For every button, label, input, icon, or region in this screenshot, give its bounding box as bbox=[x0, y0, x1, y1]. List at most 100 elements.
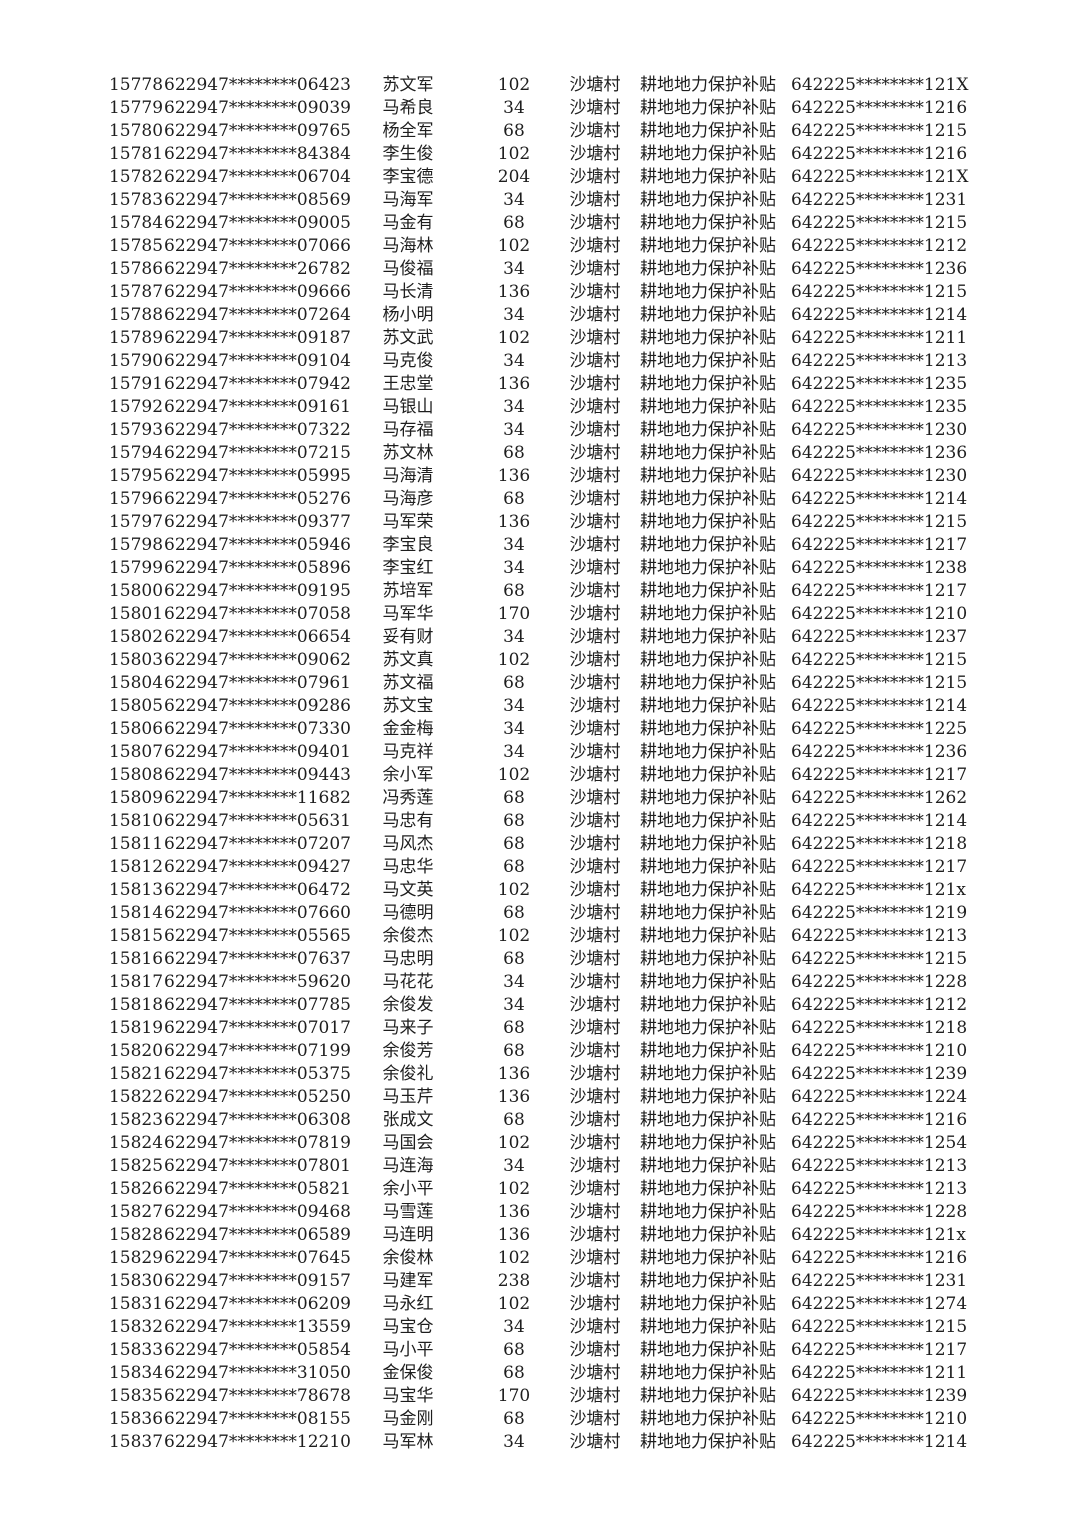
table-row: 15782 622947********06704 李宝德 204 沙塘村 耕地… bbox=[0, 166, 1074, 189]
village-cell: 沙塘村 bbox=[569, 397, 621, 417]
id-cell: 622947********09443 bbox=[164, 765, 351, 785]
amount-cell: 34 bbox=[503, 1156, 525, 1176]
village-cell: 沙塘村 bbox=[569, 1363, 621, 1383]
name-cell: 马宝仓 bbox=[382, 1317, 434, 1337]
village-cell: 沙塘村 bbox=[569, 949, 621, 969]
id-cell: 622947********05896 bbox=[164, 558, 351, 578]
table-row: 15826 622947********05821 余小平 102 沙塘村 耕地… bbox=[0, 1178, 1074, 1201]
name-cell: 余俊芳 bbox=[382, 1041, 434, 1061]
seq-cell: 15786 bbox=[108, 259, 164, 279]
seq-cell: 15785 bbox=[108, 236, 164, 256]
amount-cell: 136 bbox=[497, 512, 531, 532]
subsidy-cell: 耕地地力保护补贴 bbox=[640, 466, 776, 486]
amount-cell: 34 bbox=[503, 719, 525, 739]
seq-cell: 15828 bbox=[108, 1225, 164, 1245]
amount-cell: 68 bbox=[503, 1409, 525, 1429]
subsidy-table: 15778 622947********06423 苏文军 102 沙塘村 耕地… bbox=[0, 74, 1074, 1454]
village-cell: 沙塘村 bbox=[569, 420, 621, 440]
name-cell: 马永红 bbox=[382, 1294, 434, 1314]
amount-cell: 170 bbox=[497, 1386, 531, 1406]
seq-cell: 15826 bbox=[108, 1179, 164, 1199]
subsidy-cell: 耕地地力保护补贴 bbox=[640, 696, 776, 716]
village-cell: 沙塘村 bbox=[569, 1202, 621, 1222]
village-cell: 沙塘村 bbox=[569, 1271, 621, 1291]
name-cell: 马军林 bbox=[382, 1432, 434, 1452]
name-cell: 马金有 bbox=[382, 213, 434, 233]
name-cell: 马来子 bbox=[382, 1018, 434, 1038]
amount-cell: 68 bbox=[503, 1110, 525, 1130]
id-cell: 622947********05565 bbox=[164, 926, 351, 946]
subsidy-cell: 耕地地力保护补贴 bbox=[640, 1087, 776, 1107]
seq-cell: 15822 bbox=[108, 1087, 164, 1107]
village-cell: 沙塘村 bbox=[569, 926, 621, 946]
id-cell: 622947********07801 bbox=[164, 1156, 351, 1176]
village-cell: 沙塘村 bbox=[569, 535, 621, 555]
account-cell: 642225********1217 bbox=[791, 857, 968, 877]
subsidy-cell: 耕地地力保护补贴 bbox=[640, 604, 776, 624]
seq-cell: 15796 bbox=[108, 489, 164, 509]
table-row: 15783 622947********08569 马海军 34 沙塘村 耕地地… bbox=[0, 189, 1074, 212]
table-row: 15797 622947********09377 马军荣 136 沙塘村 耕地… bbox=[0, 511, 1074, 534]
name-cell: 马连海 bbox=[382, 1156, 434, 1176]
subsidy-cell: 耕地地力保护补贴 bbox=[640, 1432, 776, 1452]
subsidy-cell: 耕地地力保护补贴 bbox=[640, 305, 776, 325]
amount-cell: 34 bbox=[503, 558, 525, 578]
village-cell: 沙塘村 bbox=[569, 972, 621, 992]
id-cell: 622947********05631 bbox=[164, 811, 351, 831]
account-cell: 642225********1235 bbox=[791, 374, 968, 394]
account-cell: 642225********1225 bbox=[791, 719, 968, 739]
id-cell: 622947********09286 bbox=[164, 696, 351, 716]
table-row: 15802 622947********06654 妥有财 34 沙塘村 耕地地… bbox=[0, 626, 1074, 649]
table-row: 15827 622947********09468 马雪莲 136 沙塘村 耕地… bbox=[0, 1201, 1074, 1224]
table-row: 15778 622947********06423 苏文军 102 沙塘村 耕地… bbox=[0, 74, 1074, 97]
village-cell: 沙塘村 bbox=[569, 259, 621, 279]
table-row: 15785 622947********07066 马海林 102 沙塘村 耕地… bbox=[0, 235, 1074, 258]
subsidy-cell: 耕地地力保护补贴 bbox=[640, 742, 776, 762]
table-row: 15796 622947********05276 马海彦 68 沙塘村 耕地地… bbox=[0, 488, 1074, 511]
subsidy-cell: 耕地地力保护补贴 bbox=[640, 190, 776, 210]
subsidy-cell: 耕地地力保护补贴 bbox=[640, 328, 776, 348]
village-cell: 沙塘村 bbox=[569, 834, 621, 854]
subsidy-cell: 耕地地力保护补贴 bbox=[640, 1133, 776, 1153]
village-cell: 沙塘村 bbox=[569, 1110, 621, 1130]
amount-cell: 34 bbox=[503, 351, 525, 371]
table-row: 15833 622947********05854 马小平 68 沙塘村 耕地地… bbox=[0, 1339, 1074, 1362]
amount-cell: 34 bbox=[503, 995, 525, 1015]
table-row: 15799 622947********05896 李宝红 34 沙塘村 耕地地… bbox=[0, 557, 1074, 580]
account-cell: 642225********1214 bbox=[791, 305, 968, 325]
subsidy-cell: 耕地地力保护补贴 bbox=[640, 788, 776, 808]
account-cell: 642225********1217 bbox=[791, 765, 968, 785]
amount-cell: 136 bbox=[497, 374, 531, 394]
id-cell: 622947********07264 bbox=[164, 305, 351, 325]
name-cell: 杨小明 bbox=[382, 305, 434, 325]
table-row: 15809 622947********11682 冯秀莲 68 沙塘村 耕地地… bbox=[0, 787, 1074, 810]
seq-cell: 15830 bbox=[108, 1271, 164, 1291]
account-cell: 642225********121x bbox=[791, 880, 966, 900]
amount-cell: 68 bbox=[503, 443, 525, 463]
name-cell: 李宝红 bbox=[382, 558, 434, 578]
name-cell: 杨全军 bbox=[382, 121, 434, 141]
account-cell: 642225********1217 bbox=[791, 535, 968, 555]
seq-cell: 15829 bbox=[108, 1248, 164, 1268]
village-cell: 沙塘村 bbox=[569, 719, 621, 739]
table-row: 15835 622947********78678 马宝华 170 沙塘村 耕地… bbox=[0, 1385, 1074, 1408]
table-row: 15801 622947********07058 马军华 170 沙塘村 耕地… bbox=[0, 603, 1074, 626]
seq-cell: 15823 bbox=[108, 1110, 164, 1130]
account-cell: 642225********121X bbox=[791, 167, 969, 187]
id-cell: 622947********05276 bbox=[164, 489, 351, 509]
account-cell: 642225********1237 bbox=[791, 627, 968, 647]
account-cell: 642225********1239 bbox=[791, 1386, 968, 1406]
account-cell: 642225********1228 bbox=[791, 1202, 968, 1222]
amount-cell: 102 bbox=[497, 1133, 531, 1153]
village-cell: 沙塘村 bbox=[569, 236, 621, 256]
name-cell: 马国会 bbox=[382, 1133, 434, 1153]
account-cell: 642225********1215 bbox=[791, 282, 968, 302]
village-cell: 沙塘村 bbox=[569, 1432, 621, 1452]
id-cell: 622947********07785 bbox=[164, 995, 351, 1015]
id-cell: 622947********06423 bbox=[164, 75, 351, 95]
village-cell: 沙塘村 bbox=[569, 765, 621, 785]
name-cell: 余小军 bbox=[382, 765, 434, 785]
amount-cell: 102 bbox=[497, 1294, 531, 1314]
table-row: 15812 622947********09427 马忠华 68 沙塘村 耕地地… bbox=[0, 856, 1074, 879]
